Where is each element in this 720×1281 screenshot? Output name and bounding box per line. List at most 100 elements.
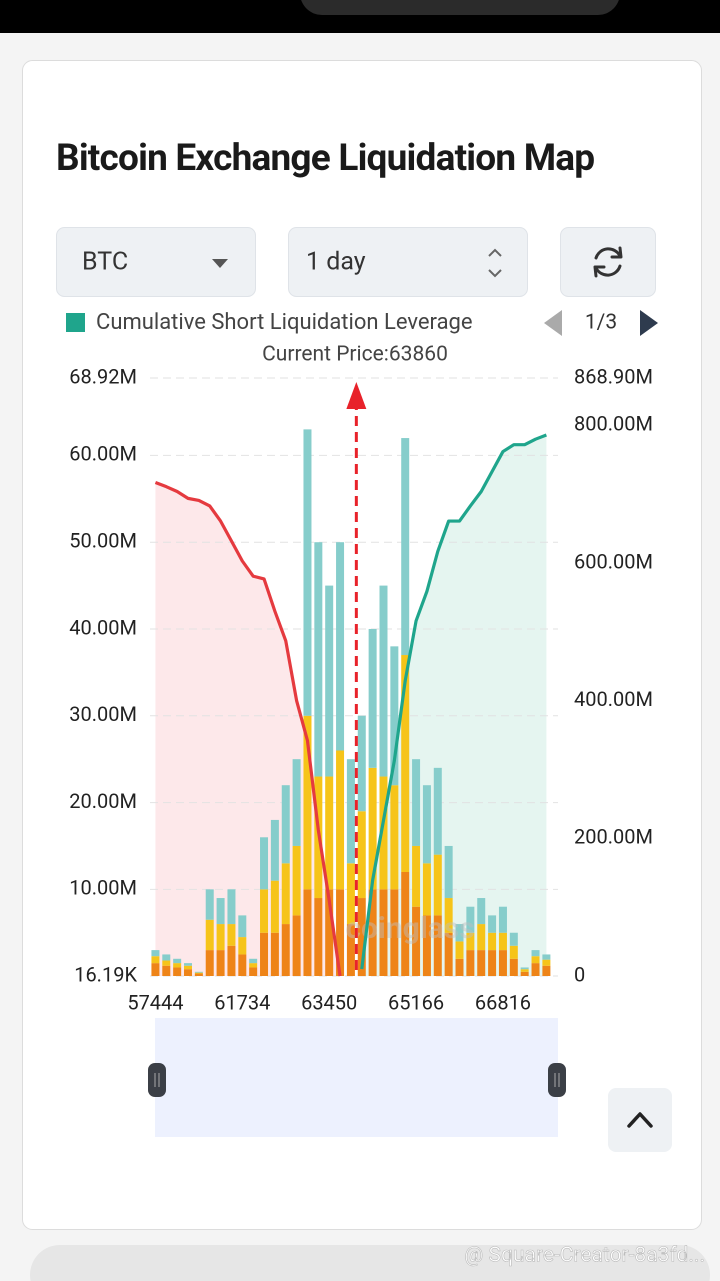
cumulative-line	[360, 433, 547, 970]
bar-segment	[238, 937, 247, 955]
bar-segment	[531, 963, 540, 976]
bar-segment	[173, 963, 182, 968]
bar-segment	[422, 785, 431, 864]
y-tick-label: 16.19K	[74, 962, 137, 986]
bar-segment	[390, 889, 399, 976]
footer-watermark: @ Square-Creator-8a3fd...	[464, 1244, 705, 1268]
bar-segment	[162, 965, 171, 976]
bar-segment	[325, 585, 334, 777]
y-tick-label: 60.00M	[69, 442, 137, 466]
period-select[interactable]: 1 day	[288, 227, 528, 297]
zoom-handle-left[interactable]	[148, 1063, 166, 1097]
legend-prev[interactable]	[544, 310, 562, 336]
bar-segment	[346, 924, 355, 976]
bar-segment	[401, 655, 410, 872]
bar-segment	[216, 950, 225, 976]
bar-segment	[488, 915, 497, 933]
bar-segment	[368, 767, 377, 890]
bar-segment	[466, 906, 475, 933]
bar-segment	[325, 776, 334, 890]
page-title: Bitcoin Exchange Liquidation Map	[56, 137, 594, 180]
y-tick-label: 20.00M	[69, 789, 137, 813]
bar-segment	[260, 837, 269, 890]
bar-segment	[336, 750, 345, 890]
bar-segment	[357, 811, 366, 899]
bar-segment	[292, 915, 301, 976]
bar-segment	[477, 898, 486, 925]
y2-tick-label: 0	[574, 962, 585, 986]
bar-segment	[336, 542, 345, 751]
bar-segment	[509, 945, 518, 959]
bar-segment	[303, 429, 312, 716]
bar-segment	[194, 971, 203, 973]
bar-segment	[542, 965, 551, 976]
bar-segment	[281, 924, 290, 976]
bar-segment	[205, 950, 214, 976]
bar-segment	[488, 932, 497, 951]
x-tick-label: 57444	[127, 990, 183, 1014]
bar-segment	[412, 845, 421, 907]
bar-segment	[357, 898, 366, 976]
bar-segment	[520, 969, 529, 972]
zoom-handle-right[interactable]	[548, 1063, 566, 1097]
bar-segment	[336, 889, 345, 976]
bar-segment	[444, 932, 453, 976]
bar-segment	[455, 941, 464, 959]
bar-segment	[477, 950, 486, 976]
bar-segment	[531, 950, 540, 957]
bar-segment	[455, 924, 464, 942]
y-tick-label: 10.00M	[69, 876, 137, 900]
bar-segment	[412, 906, 421, 976]
bar-segment	[520, 967, 529, 970]
bar-segment	[151, 956, 160, 964]
current-price-label: Current Price:63860	[262, 343, 448, 367]
y2-tick-label: 868.90M	[574, 364, 653, 388]
bar-segment	[151, 950, 160, 957]
bar-segment	[455, 958, 464, 976]
bar-segment	[390, 646, 399, 786]
scroll-top-button[interactable]	[608, 1088, 672, 1152]
bar-segment	[412, 759, 421, 846]
dropdown-caret	[212, 259, 228, 268]
bar-segment	[270, 880, 279, 933]
bar-segment	[531, 956, 540, 964]
bar-segment	[477, 924, 486, 951]
bar-segment	[422, 915, 431, 976]
legend-next[interactable]	[640, 310, 658, 336]
bar-segment	[238, 954, 247, 976]
stepper-icon	[488, 248, 502, 278]
bar-segment	[422, 863, 431, 916]
bar-segment	[466, 932, 475, 951]
bar-segment	[292, 845, 301, 916]
bar-segment	[509, 958, 518, 976]
bar-segment	[205, 889, 214, 920]
y2-tick-label: 400.00M	[574, 687, 653, 711]
bar-segment	[433, 854, 442, 916]
symbol-select[interactable]: BTC	[56, 227, 256, 297]
bar-segment	[444, 898, 453, 933]
bar-segment	[303, 889, 312, 976]
bar-segment	[466, 950, 475, 976]
bar-segment	[184, 963, 193, 966]
bar-segment	[433, 767, 442, 855]
refresh-button[interactable]	[560, 227, 656, 297]
legend-label[interactable]: Cumulative Short Liquidation Leverage	[96, 310, 473, 335]
legend-page: 1/3	[585, 311, 617, 335]
bar-segment	[520, 971, 529, 976]
zoom-range[interactable]	[155, 1018, 558, 1137]
y2-tick-label: 200.00M	[574, 825, 653, 849]
y2-tick-label: 600.00M	[574, 549, 653, 573]
cumulative-line	[154, 481, 342, 977]
bar-segment	[303, 715, 312, 890]
bar-segment	[357, 715, 366, 812]
x-tick-label: 66816	[475, 990, 531, 1014]
bar-segment	[498, 932, 507, 951]
bar-segment	[162, 960, 171, 966]
bar-segment	[379, 585, 388, 777]
bar-segment	[292, 759, 301, 846]
bar-segment	[184, 965, 193, 970]
bar-segment	[346, 863, 355, 925]
bar-segment	[488, 950, 497, 976]
y-tick-label: 40.00M	[69, 615, 137, 639]
legend-swatch	[66, 313, 85, 332]
